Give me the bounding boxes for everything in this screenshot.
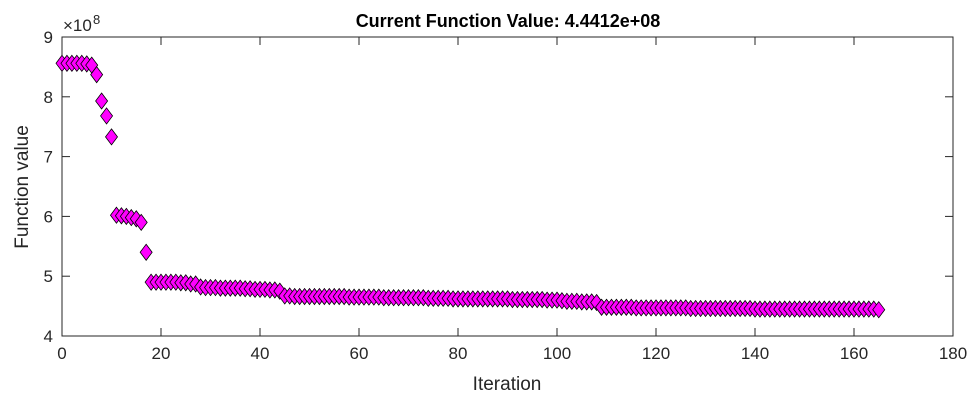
- x-axis-label: Iteration: [473, 374, 542, 395]
- y-tick-label: 6: [44, 207, 53, 226]
- x-tick-label: 120: [642, 344, 670, 363]
- x-tick-label: 60: [350, 344, 369, 363]
- data-points: [55, 54, 886, 319]
- y-axis-label: Function value: [12, 125, 33, 249]
- y-tick-label: 7: [44, 148, 53, 167]
- data-point: [95, 92, 109, 110]
- x-tick-label: 80: [449, 344, 468, 363]
- y-exponent-base: ×10: [63, 16, 92, 35]
- y-exponent-power: 8: [93, 12, 100, 27]
- data-point: [90, 66, 104, 84]
- tick-marks: [61, 36, 954, 337]
- x-tick-label: 0: [57, 344, 66, 363]
- data-point: [139, 243, 153, 261]
- y-tick-label: 4: [44, 327, 53, 346]
- data-point: [134, 213, 148, 232]
- y-tick-label: 5: [44, 267, 53, 286]
- x-tick-label: 140: [741, 344, 769, 363]
- x-tick-label: 20: [152, 344, 171, 363]
- x-tick-label: 100: [543, 344, 571, 363]
- tick-labels: 0 20 40 60 80 100 120 140 160 180 4 5 6 7 8 9: [44, 28, 968, 363]
- x-tick-label: 40: [251, 344, 270, 363]
- x-tick-label: 160: [840, 344, 868, 363]
- y-tick-label: 8: [44, 88, 53, 107]
- data-point: [105, 128, 118, 146]
- y-exponent: ×10 8: [63, 12, 100, 35]
- x-tick-label: 180: [939, 344, 967, 363]
- data-point: [872, 301, 886, 319]
- data-point: [100, 107, 114, 125]
- y-tick-label: 9: [44, 28, 53, 47]
- chart-title: Current Function Value: 4.4412e+08: [356, 11, 661, 31]
